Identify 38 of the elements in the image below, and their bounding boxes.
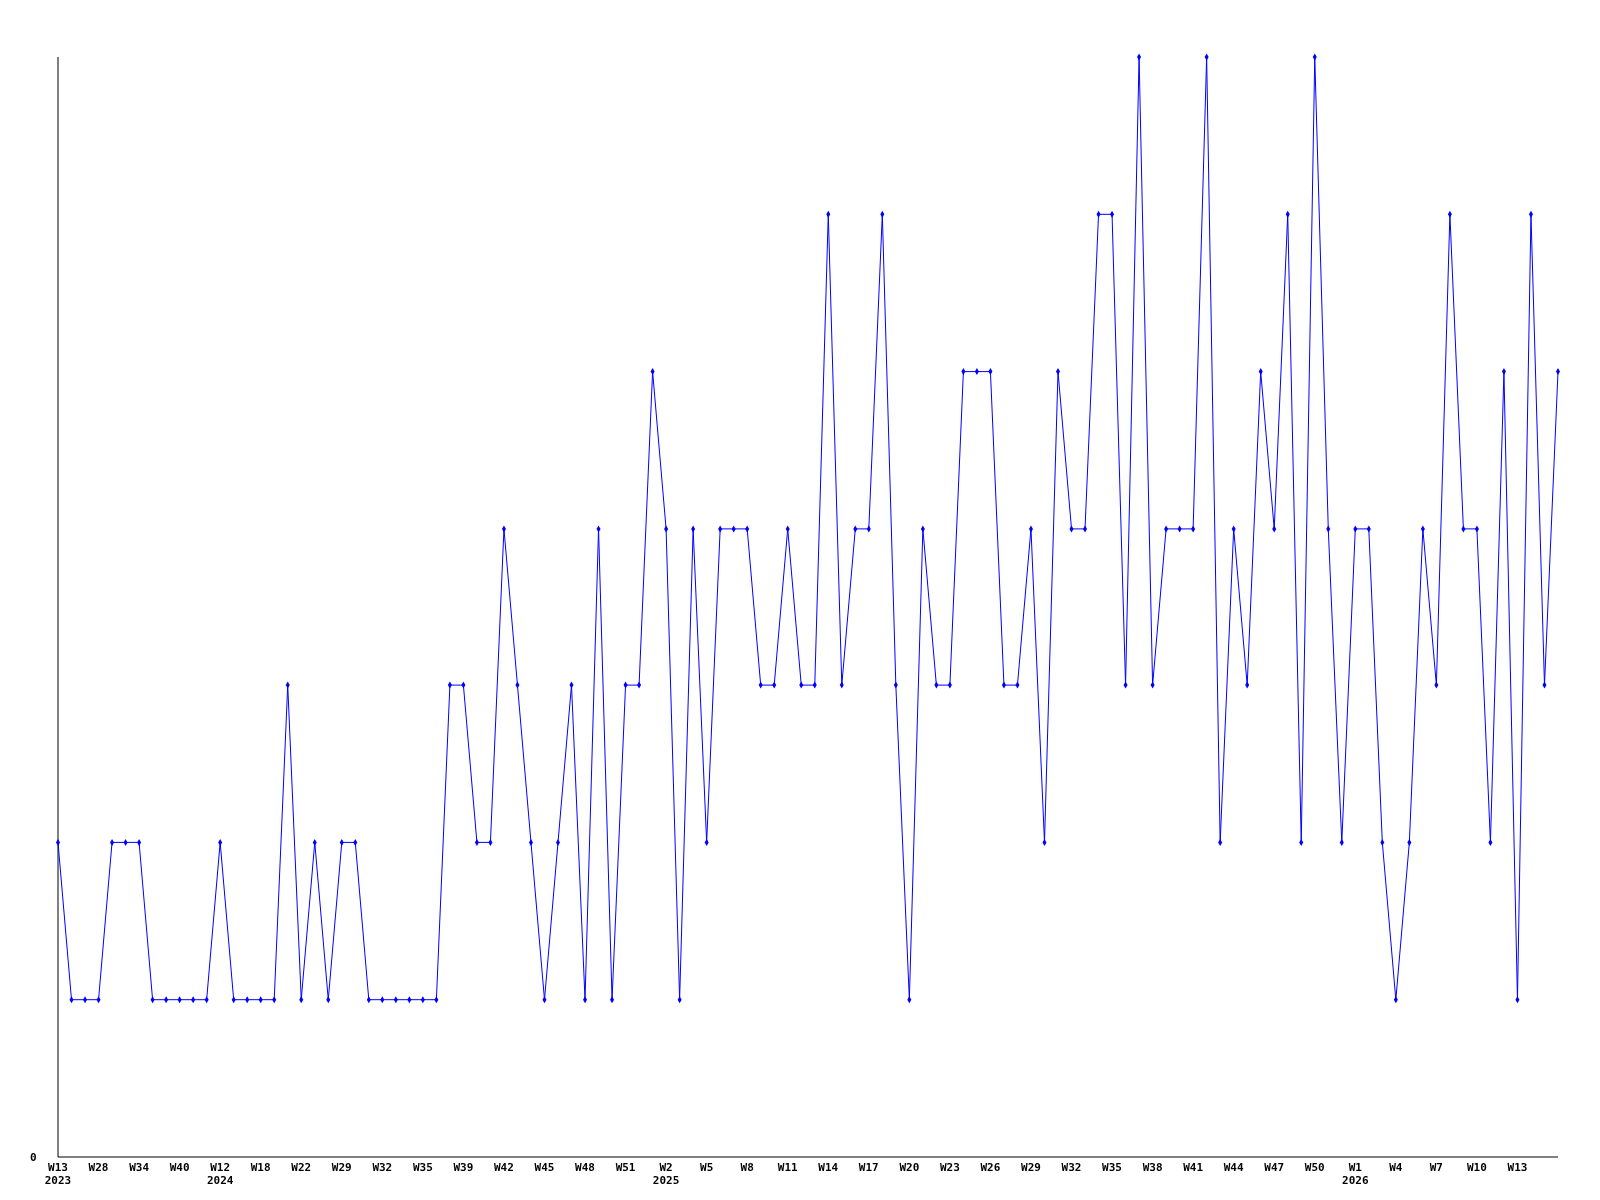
x-tick-label: W42: [494, 1161, 514, 1174]
x-tick-label: W32: [1061, 1161, 1082, 1174]
x-tick-label: W17: [858, 1161, 879, 1174]
x-tick-label: W20: [899, 1161, 920, 1174]
x-tick-label: W13 2023: [44, 1161, 72, 1187]
x-tick-label: W29: [1021, 1161, 1041, 1174]
x-tick-label: W48: [575, 1161, 595, 1174]
x-tick-label: W7: [1429, 1161, 1443, 1174]
x-tick-label: W41: [1183, 1161, 1204, 1174]
x-tick-label: W35: [1102, 1161, 1122, 1174]
x-tick-label: W1 2026: [1342, 1161, 1369, 1187]
x-tick-label: W14: [818, 1161, 839, 1174]
x-tick-label: W38: [1142, 1161, 1163, 1174]
x-tick-label: W12 2024: [206, 1161, 234, 1187]
x-tick-label: W13: [1507, 1161, 1528, 1174]
x-tick-label: W2 2025: [652, 1161, 680, 1187]
x-tick-label: W10: [1466, 1161, 1487, 1174]
x-tick-label: W34: [129, 1161, 150, 1174]
x-tick-label: W23: [939, 1161, 960, 1174]
x-tick-label: W40: [169, 1161, 190, 1174]
x-tick-label: W4: [1389, 1161, 1403, 1174]
x-tick-label: W18: [250, 1161, 271, 1174]
x-tick-label: W22: [291, 1161, 312, 1174]
x-tick-label: W44: [1223, 1161, 1244, 1174]
x-tick-label: W5: [700, 1161, 714, 1174]
x-tick-label: W32: [372, 1161, 393, 1174]
x-tick-label: W50: [1304, 1161, 1325, 1174]
x-tick-label: W29: [331, 1161, 352, 1174]
x-tick-label: W26: [980, 1161, 1001, 1174]
x-tick-label: W45: [534, 1161, 555, 1174]
x-tick-label: W39: [453, 1161, 474, 1174]
text: 0: [30, 1151, 37, 1164]
x-tick-label: W28: [88, 1161, 109, 1174]
x-tick-label: W8: [740, 1161, 754, 1174]
x-tick-label: W11: [777, 1161, 799, 1174]
x-tick-label: W51: [615, 1161, 636, 1174]
x-tick-label: W47: [1264, 1161, 1285, 1174]
x-tick-label: W35: [412, 1161, 433, 1174]
